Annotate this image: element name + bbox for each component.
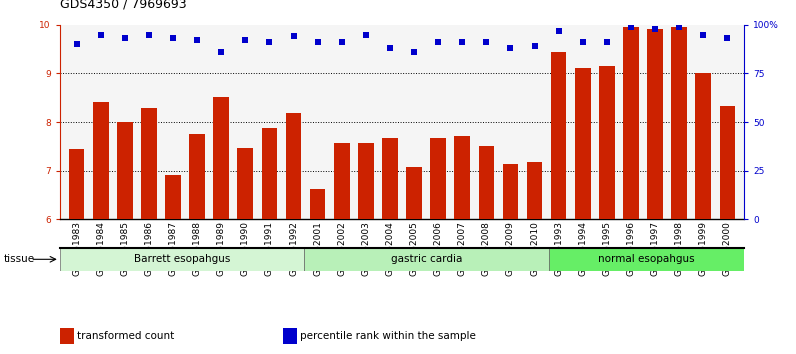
Bar bbox=[548, 248, 744, 271]
Point bbox=[191, 38, 204, 43]
Bar bbox=[623, 27, 639, 219]
Point bbox=[721, 35, 734, 41]
Bar bbox=[213, 97, 229, 219]
Bar bbox=[720, 106, 736, 219]
Bar bbox=[358, 143, 373, 219]
Bar bbox=[455, 136, 470, 219]
Point bbox=[215, 49, 228, 55]
Point bbox=[649, 26, 661, 32]
Bar bbox=[141, 108, 157, 219]
Point bbox=[239, 38, 252, 43]
Text: percentile rank within the sample: percentile rank within the sample bbox=[300, 331, 476, 341]
Point bbox=[384, 45, 396, 51]
Bar bbox=[237, 148, 253, 219]
Text: GDS4350 / 7969693: GDS4350 / 7969693 bbox=[60, 0, 186, 11]
Bar bbox=[60, 248, 304, 271]
Bar bbox=[502, 165, 518, 219]
Bar bbox=[68, 149, 84, 219]
Point bbox=[311, 40, 324, 45]
Text: gastric cardia: gastric cardia bbox=[391, 254, 462, 264]
Bar bbox=[304, 248, 548, 271]
Point bbox=[431, 40, 444, 45]
Point bbox=[552, 28, 565, 33]
Bar bbox=[599, 66, 615, 219]
Point bbox=[504, 45, 517, 51]
Point bbox=[529, 44, 541, 49]
Point bbox=[166, 35, 179, 41]
Bar bbox=[406, 167, 422, 219]
Point bbox=[697, 32, 710, 37]
Bar bbox=[286, 113, 302, 219]
Point bbox=[70, 41, 83, 47]
Bar bbox=[575, 68, 591, 219]
Bar bbox=[262, 128, 277, 219]
Point bbox=[287, 34, 300, 39]
Point bbox=[335, 40, 348, 45]
Point bbox=[456, 40, 469, 45]
Bar bbox=[527, 162, 542, 219]
Bar bbox=[189, 134, 205, 219]
Bar bbox=[310, 189, 326, 219]
Bar bbox=[431, 138, 446, 219]
Point bbox=[673, 24, 685, 29]
Bar bbox=[93, 102, 108, 219]
Bar bbox=[117, 122, 133, 219]
Text: tissue: tissue bbox=[4, 254, 35, 264]
Point bbox=[480, 40, 493, 45]
Bar bbox=[551, 52, 567, 219]
Bar bbox=[165, 175, 181, 219]
Text: normal esopahgus: normal esopahgus bbox=[598, 254, 695, 264]
Bar bbox=[696, 73, 711, 219]
Bar bbox=[478, 147, 494, 219]
Text: Barrett esopahgus: Barrett esopahgus bbox=[134, 254, 230, 264]
Point bbox=[119, 35, 131, 41]
Bar bbox=[671, 27, 687, 219]
Point bbox=[94, 32, 107, 37]
Point bbox=[576, 40, 589, 45]
Text: transformed count: transformed count bbox=[77, 331, 174, 341]
Bar bbox=[647, 29, 663, 219]
Bar bbox=[334, 143, 349, 219]
Bar bbox=[382, 138, 398, 219]
Point bbox=[263, 40, 275, 45]
Point bbox=[600, 40, 613, 45]
Point bbox=[408, 49, 420, 55]
Point bbox=[142, 32, 155, 37]
Point bbox=[360, 32, 373, 37]
Point bbox=[625, 24, 638, 29]
